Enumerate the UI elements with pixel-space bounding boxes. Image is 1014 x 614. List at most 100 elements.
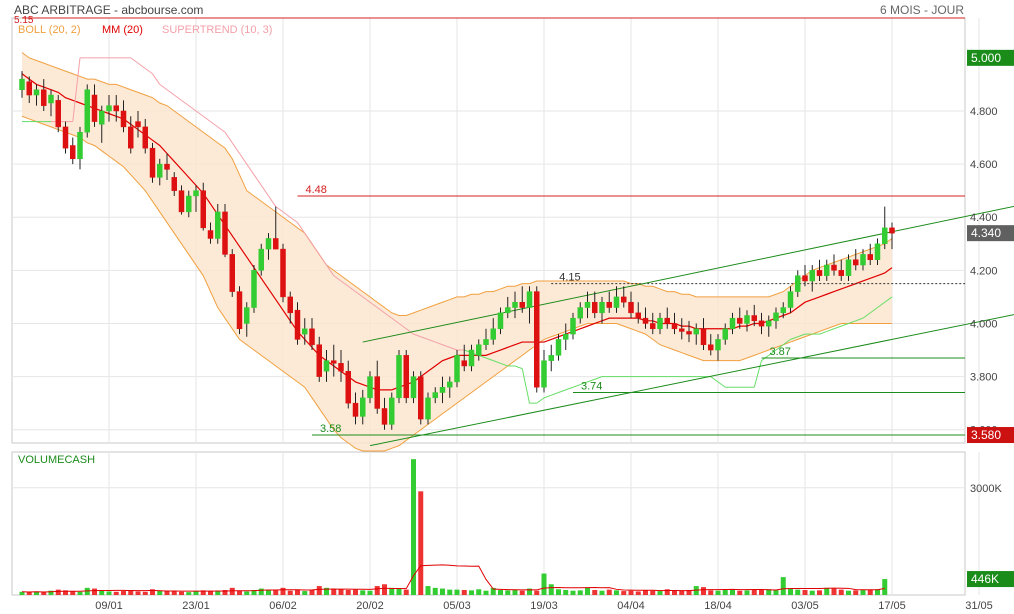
- candle-body: [787, 291, 794, 308]
- candle-body: [519, 301, 525, 308]
- volume-bar: [164, 591, 170, 595]
- volume-bar: [664, 589, 670, 595]
- supertrend-segment: [877, 301, 886, 308]
- candle-body: [584, 301, 591, 308]
- supertrend-segment: [826, 328, 835, 332]
- supertrend-segment: [376, 307, 385, 314]
- candle-body: [563, 333, 569, 340]
- volume-bar: [186, 592, 192, 595]
- volume-bar: [882, 579, 888, 595]
- x-tick-label: 23/01: [182, 600, 210, 612]
- candle-body: [831, 264, 837, 271]
- volume-bar: [831, 588, 837, 595]
- candle-body: [352, 402, 359, 417]
- supertrend-segment: [391, 317, 400, 324]
- volume-bar: [577, 590, 583, 595]
- x-tick-label: 20/02: [356, 600, 384, 612]
- candle-body: [874, 243, 881, 260]
- x-tick-label: 17/05: [878, 600, 906, 612]
- candle-body: [77, 131, 83, 160]
- bollinger-lower: [21, 115, 892, 452]
- supertrend-segment: [485, 357, 494, 362]
- candle-body: [621, 296, 627, 303]
- supertrend-segment: [326, 264, 335, 276]
- volume-bar: [34, 591, 39, 595]
- candle-body: [374, 376, 380, 409]
- candle-body: [432, 392, 438, 399]
- supertrend-segment: [137, 62, 146, 69]
- volume-bar: [106, 591, 112, 595]
- supertrend-segment: [710, 376, 719, 383]
- supertrend-segment: [260, 185, 269, 197]
- volume-bar: [266, 589, 271, 595]
- candle-body: [758, 320, 765, 327]
- volume-bar: [679, 590, 685, 595]
- price-badge: [967, 427, 1014, 444]
- volume-bar: [838, 589, 844, 595]
- volume-bar: [817, 590, 822, 595]
- candle-body: [244, 307, 250, 324]
- candle-body: [461, 360, 467, 367]
- supertrend-segment: [195, 110, 204, 117]
- candle-body: [613, 296, 620, 308]
- x-tick-label: 31/05: [965, 600, 993, 612]
- candle-body: [142, 126, 148, 149]
- candle-body: [396, 355, 402, 399]
- candle-body: [512, 301, 518, 308]
- supertrend-segment: [594, 376, 603, 380]
- volume-bar: [135, 591, 141, 595]
- volume-bar: [353, 589, 358, 595]
- candle-body: [657, 317, 663, 330]
- volume-bar: [548, 584, 554, 595]
- volume-bar: [157, 590, 163, 595]
- x-tick-label: 03/05: [791, 600, 819, 612]
- candle-body: [309, 328, 315, 345]
- volume-bar: [730, 589, 735, 595]
- candle-body: [135, 121, 141, 128]
- volume-bar: [432, 587, 438, 595]
- supertrend-segment: [558, 389, 566, 394]
- supertrend-segment: [717, 381, 726, 388]
- candle-body: [483, 339, 489, 345]
- volume-bar: [788, 588, 793, 595]
- supertrend-segment: [775, 344, 784, 351]
- supertrend-segment: [253, 174, 262, 186]
- volume-bar: [418, 491, 424, 595]
- candle-body: [860, 254, 866, 266]
- volume-bar: [99, 590, 105, 595]
- candle-body: [120, 110, 127, 128]
- volume-bar: [672, 590, 677, 595]
- volume-bar: [708, 590, 714, 595]
- volume-bar: [599, 590, 605, 595]
- candle-body: [439, 386, 446, 393]
- candle-body: [323, 360, 330, 372]
- supertrend-segment: [862, 312, 871, 319]
- candle-body: [505, 307, 511, 314]
- candle-body: [287, 296, 293, 314]
- candle-body: [149, 147, 156, 178]
- volume-bar: [722, 589, 728, 595]
- supertrend-segment: [884, 296, 893, 303]
- volume-bar: [19, 591, 25, 595]
- candle-body: [882, 227, 888, 245]
- volume-bar: [867, 589, 873, 595]
- supertrend-segment: [580, 381, 588, 386]
- legend-boll: BOLL (20, 2): [18, 24, 81, 36]
- candle-body: [468, 349, 475, 367]
- volume-bar: [48, 590, 54, 595]
- x-tick-label: 06/02: [269, 600, 297, 612]
- candle-body: [802, 275, 808, 282]
- x-tick-label: 05/03: [443, 600, 471, 612]
- candle-body: [345, 371, 351, 404]
- supertrend-segment: [181, 99, 190, 107]
- candle-body: [628, 301, 634, 314]
- candle-body: [635, 312, 641, 319]
- candle-body: [41, 89, 47, 106]
- candle-body: [251, 270, 257, 308]
- volume-bar: [860, 589, 866, 595]
- volume-bar: [744, 590, 750, 595]
- candle-body: [113, 105, 119, 112]
- volume-bar: [795, 589, 801, 595]
- volume-bar: [258, 588, 264, 595]
- trendline: [369, 314, 1014, 447]
